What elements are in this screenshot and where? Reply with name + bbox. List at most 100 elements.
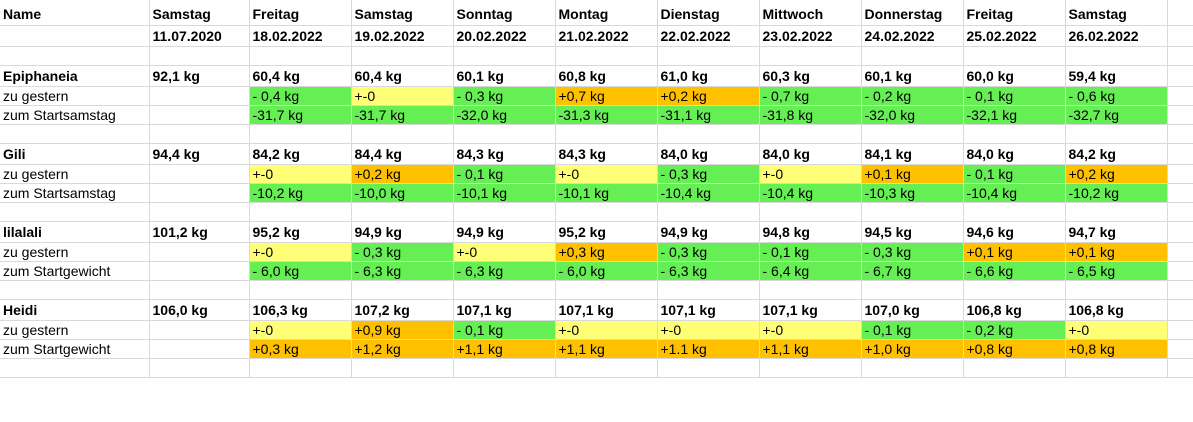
empty-cell[interactable] bbox=[149, 124, 250, 144]
total-cell[interactable]: -31,8 kg bbox=[759, 105, 862, 125]
weight-cell[interactable]: 61,0 kg bbox=[657, 65, 760, 87]
diff-cell[interactable]: - 0,1 kg bbox=[963, 86, 1066, 106]
total-cell[interactable]: -32,0 kg bbox=[861, 105, 964, 125]
empty-cell[interactable] bbox=[1167, 25, 1193, 47]
empty-cell[interactable] bbox=[1065, 124, 1168, 144]
diff-cell[interactable]: +-0 bbox=[555, 320, 658, 340]
empty-cell[interactable] bbox=[453, 124, 556, 144]
empty-cell[interactable] bbox=[657, 280, 760, 300]
empty-cell[interactable] bbox=[0, 280, 150, 300]
empty-cell[interactable] bbox=[351, 280, 454, 300]
diff-cell[interactable]: - 0,7 kg bbox=[759, 86, 862, 106]
header-name[interactable]: Name bbox=[0, 0, 150, 26]
diff-cell[interactable]: - 0,3 kg bbox=[861, 242, 964, 262]
weight-cell[interactable]: 95,2 kg bbox=[555, 221, 658, 243]
total-cell[interactable]: -31,1 kg bbox=[657, 105, 760, 125]
empty-cell[interactable] bbox=[861, 358, 964, 378]
diff-cell[interactable]: - 0,1 kg bbox=[963, 164, 1066, 184]
header-date[interactable]: 22.02.2022 bbox=[657, 25, 760, 47]
total-cell[interactable]: +1,1 kg bbox=[453, 339, 556, 359]
header-date[interactable]: 20.02.2022 bbox=[453, 25, 556, 47]
empty-cell[interactable] bbox=[149, 202, 250, 222]
empty-cell[interactable] bbox=[963, 280, 1066, 300]
total-cell[interactable]: - 6,0 kg bbox=[249, 261, 352, 281]
diff-cell[interactable]: - 0,3 kg bbox=[657, 242, 760, 262]
empty-cell[interactable] bbox=[963, 46, 1066, 66]
empty-cell[interactable] bbox=[1167, 358, 1193, 378]
total-cell[interactable]: - 6,6 kg bbox=[963, 261, 1066, 281]
weight-cell[interactable]: 94,9 kg bbox=[657, 221, 760, 243]
weight-cell[interactable]: 107,1 kg bbox=[759, 299, 862, 321]
empty-cell[interactable] bbox=[1167, 339, 1193, 359]
empty-cell[interactable] bbox=[149, 261, 250, 281]
weight-cell[interactable]: 60,3 kg bbox=[759, 65, 862, 87]
empty-cell[interactable] bbox=[453, 358, 556, 378]
diff-cell[interactable]: - 0,2 kg bbox=[963, 320, 1066, 340]
empty-cell[interactable] bbox=[1167, 242, 1193, 262]
header-weekday[interactable]: Mittwoch bbox=[759, 0, 862, 26]
diff-cell[interactable]: +-0 bbox=[249, 320, 352, 340]
header-date[interactable]: 23.02.2022 bbox=[759, 25, 862, 47]
header-date[interactable]: 26.02.2022 bbox=[1065, 25, 1168, 47]
weight-cell[interactable]: 84,4 kg bbox=[351, 143, 454, 165]
empty-cell[interactable] bbox=[555, 46, 658, 66]
total-label[interactable]: zum Startgewicht bbox=[0, 339, 150, 359]
empty-cell[interactable] bbox=[149, 358, 250, 378]
total-cell[interactable]: -10,2 kg bbox=[249, 183, 352, 203]
empty-cell[interactable] bbox=[249, 358, 352, 378]
empty-cell[interactable] bbox=[149, 183, 250, 203]
header-weekday[interactable]: Samstag bbox=[351, 0, 454, 26]
empty-cell[interactable] bbox=[351, 46, 454, 66]
diff-cell[interactable]: +0,2 kg bbox=[1065, 164, 1168, 184]
diff-cell[interactable]: +0,2 kg bbox=[351, 164, 454, 184]
weight-cell[interactable]: 84,0 kg bbox=[963, 143, 1066, 165]
total-cell[interactable]: +0,3 kg bbox=[249, 339, 352, 359]
weight-cell[interactable]: 95,2 kg bbox=[249, 221, 352, 243]
empty-cell[interactable] bbox=[657, 46, 760, 66]
diff-cell[interactable]: - 0,3 kg bbox=[351, 242, 454, 262]
diff-cell[interactable]: +0,1 kg bbox=[963, 242, 1066, 262]
total-cell[interactable]: -10,4 kg bbox=[759, 183, 862, 203]
diff-cell[interactable]: +-0 bbox=[1065, 320, 1168, 340]
diff-cell[interactable]: - 0,4 kg bbox=[249, 86, 352, 106]
weight-cell[interactable]: 106,3 kg bbox=[249, 299, 352, 321]
empty-cell[interactable] bbox=[1167, 124, 1193, 144]
total-cell[interactable]: +1,0 kg bbox=[861, 339, 964, 359]
start-weight[interactable]: 106,0 kg bbox=[149, 299, 250, 321]
start-weight[interactable]: 101,2 kg bbox=[149, 221, 250, 243]
weight-cell[interactable]: 94,9 kg bbox=[351, 221, 454, 243]
total-cell[interactable]: +1.1 kg bbox=[657, 339, 760, 359]
empty-cell[interactable] bbox=[657, 202, 760, 222]
total-cell[interactable]: -10,2 kg bbox=[1065, 183, 1168, 203]
total-cell[interactable]: -10,4 kg bbox=[657, 183, 760, 203]
empty-cell[interactable] bbox=[351, 358, 454, 378]
empty-cell[interactable] bbox=[1167, 221, 1193, 243]
empty-cell[interactable] bbox=[249, 202, 352, 222]
weight-cell[interactable]: 94,7 kg bbox=[1065, 221, 1168, 243]
weight-cell[interactable]: 106,8 kg bbox=[963, 299, 1066, 321]
empty-cell[interactable] bbox=[555, 202, 658, 222]
empty-cell[interactable] bbox=[1167, 86, 1193, 106]
empty-cell[interactable] bbox=[1167, 202, 1193, 222]
total-cell[interactable]: +0,8 kg bbox=[1065, 339, 1168, 359]
header-date[interactable]: 19.02.2022 bbox=[351, 25, 454, 47]
total-cell[interactable]: +0,8 kg bbox=[963, 339, 1066, 359]
header-weekday[interactable]: Sonntag bbox=[453, 0, 556, 26]
total-cell[interactable]: -10,3 kg bbox=[861, 183, 964, 203]
diff-cell[interactable]: - 0,3 kg bbox=[657, 164, 760, 184]
total-cell[interactable]: - 6,5 kg bbox=[1065, 261, 1168, 281]
total-cell[interactable]: +1,1 kg bbox=[555, 339, 658, 359]
empty-cell[interactable] bbox=[249, 280, 352, 300]
weight-cell[interactable]: 84,3 kg bbox=[453, 143, 556, 165]
weight-cell[interactable]: 84,2 kg bbox=[249, 143, 352, 165]
total-cell[interactable]: -31,7 kg bbox=[351, 105, 454, 125]
diff-label[interactable]: zu gestern bbox=[0, 320, 150, 340]
empty-cell[interactable] bbox=[1167, 65, 1193, 87]
empty-cell[interactable] bbox=[1167, 320, 1193, 340]
weight-cell[interactable]: 94,5 kg bbox=[861, 221, 964, 243]
empty-cell[interactable] bbox=[555, 358, 658, 378]
total-cell[interactable]: +1,2 kg bbox=[351, 339, 454, 359]
weight-cell[interactable]: 84,0 kg bbox=[657, 143, 760, 165]
empty-cell[interactable] bbox=[1167, 280, 1193, 300]
total-cell[interactable]: - 6,7 kg bbox=[861, 261, 964, 281]
